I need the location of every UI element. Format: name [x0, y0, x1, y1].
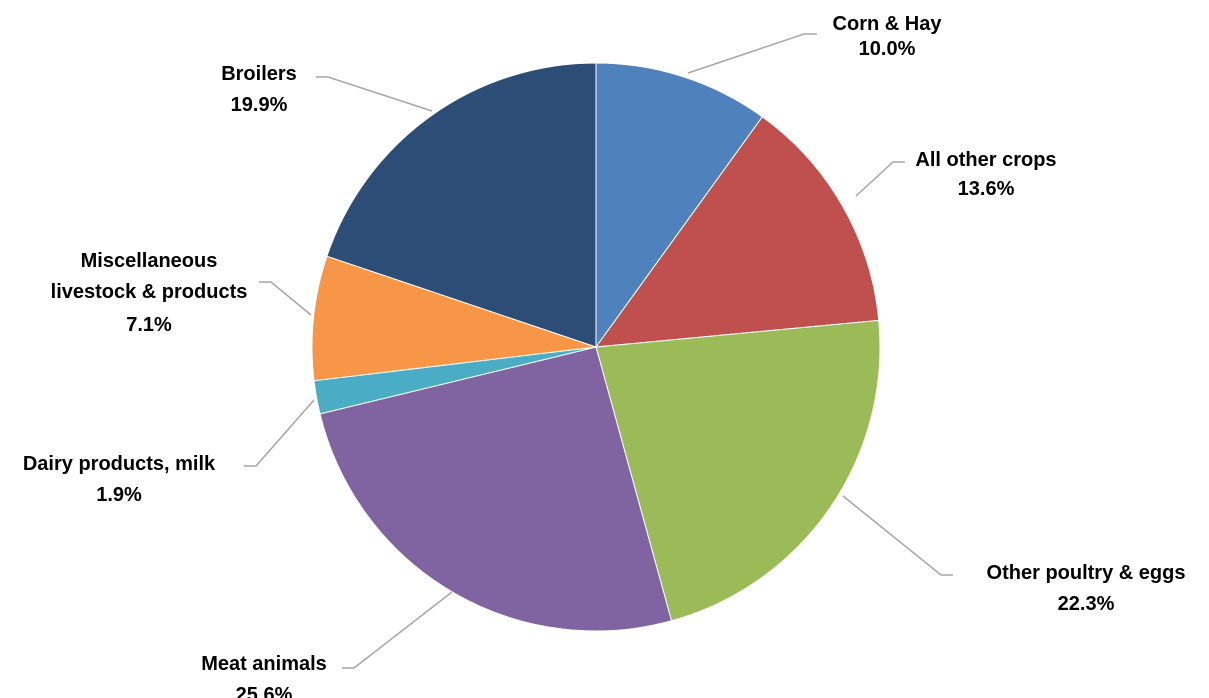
slice-value-label: 25.6% — [236, 684, 293, 698]
data-label-all-other-crops: All other crops 13.6% — [915, 149, 1056, 200]
leader-line-broilers — [316, 76, 433, 112]
slice-category-label: Corn & Hay — [833, 13, 943, 35]
slice-category-label: All other crops — [915, 149, 1056, 171]
slice-category-label: Miscellaneous — [81, 250, 218, 272]
data-labels: Corn & Hay 10.0% All other crops 13.6% Other… — [23, 13, 1186, 698]
data-label-corn-and-hay: Corn & Hay 10.0% — [833, 13, 943, 60]
slice-value-label: 22.3% — [1058, 593, 1115, 615]
slice-category-label: Broilers — [221, 63, 297, 85]
pie-slice-corn-and-hay — [595, 62, 764, 349]
leader-line-meat-animals — [342, 591, 453, 669]
pie-slice-broilers — [326, 62, 597, 348]
slice-value-label: 1.9% — [96, 484, 142, 506]
pie-slice-meat-animals — [319, 346, 673, 632]
pie-slice-miscellaneous-livestock-and-products — [311, 255, 597, 382]
data-label-other-poultry-and-eggs: Other poultry & eggs 22.3% — [987, 562, 1186, 615]
leader-lines — [244, 33, 953, 669]
pie-slice-other-poultry-and-eggs — [595, 319, 881, 622]
data-label-miscellaneous-livestock-and-products: Miscellaneous livestock & products 7.1% — [51, 250, 248, 336]
leader-line-corn-and-hay — [687, 33, 817, 74]
leader-line-miscellaneous-livestock-and-products — [259, 281, 312, 316]
slice-category-label: livestock & products — [51, 281, 248, 303]
pie-slice-all-other-crops — [594, 116, 880, 348]
slice-category-label: Dairy products, milk — [23, 453, 216, 475]
leader-line-dairy-products-milk — [244, 399, 315, 467]
data-label-meat-animals: Meat animals 25.6% — [201, 653, 327, 698]
slice-value-label: 19.9% — [231, 94, 288, 116]
slice-value-label: 7.1% — [126, 314, 172, 336]
slice-category-label: Other poultry & eggs — [987, 562, 1186, 584]
leader-line-other-poultry-and-eggs — [842, 495, 953, 576]
data-label-dairy-products-milk: Dairy products, milk 1.9% — [23, 453, 216, 506]
slice-value-label: 10.0% — [859, 38, 916, 60]
slice-value-label: 13.6% — [958, 178, 1015, 200]
pie-slices — [311, 62, 881, 632]
leader-line-all-other-crops — [855, 161, 905, 197]
data-label-broilers: Broilers 19.9% — [221, 63, 297, 116]
slice-category-label: Meat animals — [201, 653, 327, 675]
